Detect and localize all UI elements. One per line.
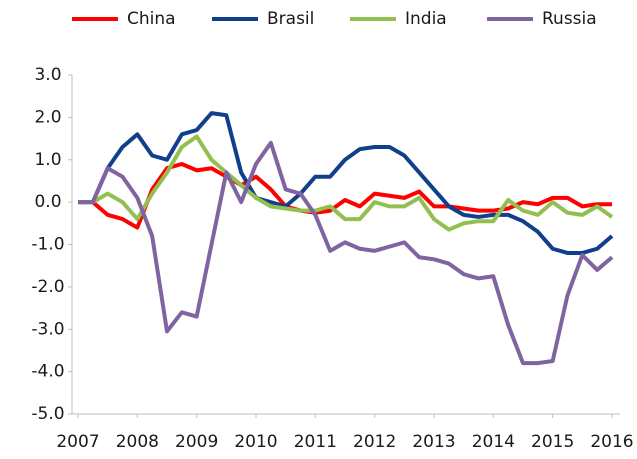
- y-tick-label: 3.0: [34, 65, 61, 85]
- y-tick-label: 1.0: [34, 150, 61, 170]
- series-line: [78, 111, 614, 255]
- x-tick-label: 2016: [590, 432, 633, 452]
- y-tick-label: -2.0: [31, 277, 64, 297]
- legend-label: India: [405, 9, 447, 29]
- y-tick-label: 2.0: [34, 107, 61, 127]
- x-tick-label: 2015: [531, 432, 574, 452]
- x-tick-label: 2012: [353, 432, 396, 452]
- series-line: [78, 140, 614, 366]
- series-line: [78, 161, 612, 230]
- legend-label: China: [127, 9, 176, 29]
- y-tick-label: 0.0: [34, 192, 61, 212]
- x-tick-label: 2011: [294, 432, 337, 452]
- y-tick-label: -3.0: [31, 319, 64, 339]
- x-tick-label: 2008: [116, 432, 159, 452]
- y-tick-label: -5.0: [31, 404, 64, 424]
- legend-label: Brasil: [267, 9, 314, 29]
- y-tick-label: -4.0: [31, 362, 64, 382]
- series-line: [78, 134, 614, 232]
- x-tick-label: 2013: [412, 432, 455, 452]
- legend-label: Russia: [542, 9, 597, 29]
- x-tick-label: 2009: [175, 432, 218, 452]
- y-tick-label: -1.0: [31, 235, 64, 255]
- x-tick-label: 2010: [234, 432, 277, 452]
- x-tick-label: 2014: [472, 432, 515, 452]
- x-tick-label: 2007: [56, 432, 99, 452]
